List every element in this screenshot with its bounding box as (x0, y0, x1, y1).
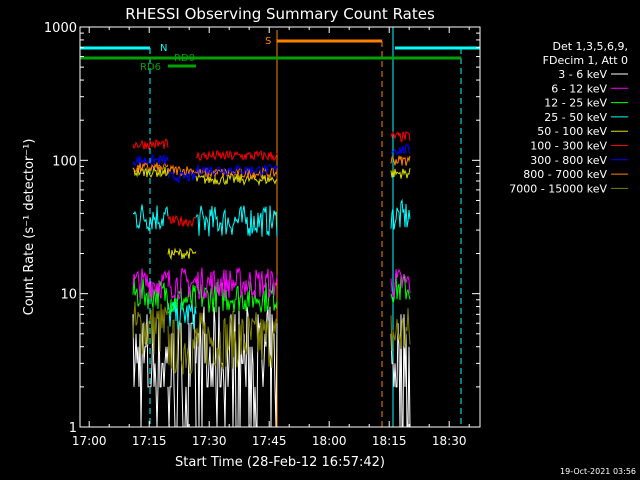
series-6-segment-0 (132, 154, 169, 167)
series-3-segment-0 (132, 204, 169, 231)
series-6-segment-1 (167, 170, 197, 184)
series-8-segment-2 (195, 310, 278, 370)
series-1-segment-2 (195, 266, 278, 300)
legend-label-6: 300 - 800 keV (530, 154, 607, 167)
y-axis-ticks: 1 10 100 1000 (44, 21, 480, 436)
series-0-segment-3 (390, 314, 411, 428)
x-tick-label-6: 18:30 (432, 434, 467, 448)
series-6-segment-2 (195, 163, 278, 176)
series-6-segment-3 (390, 143, 411, 156)
series-5-segment-1 (167, 214, 196, 228)
chart-title: RHESSI Observing Summary Count Rates (125, 5, 435, 23)
series-5-segment-3 (390, 130, 411, 143)
series-0-segment-0 (132, 314, 169, 428)
x-axis-label: Start Time (28-Feb-12 16:57:42) (175, 455, 385, 470)
rd6-label: RD6 (140, 62, 161, 73)
series-8-segment-1 (167, 319, 197, 375)
y-tick-label-2: 100 (52, 154, 77, 169)
x-tick-label-4: 18:00 (312, 434, 347, 448)
series-4-segment-3 (390, 168, 411, 179)
legend-label-1: 6 - 12 keV (551, 82, 607, 95)
legend-label-0: 3 - 6 keV (558, 68, 607, 81)
legend-header-line-1: Det 1,3,5,6,9, (552, 40, 628, 53)
series-5-segment-0 (132, 138, 169, 150)
x-tick-label-3: 17:45 (252, 434, 287, 448)
legend: Det 1,3,5,6,9, FDecim 1, Att 0 3 - 6 keV… (509, 40, 628, 195)
legend-label-7: 800 - 7000 keV (523, 168, 607, 181)
x-axis-ticks: 17:00 17:15 17:30 17:45 18:00 18:15 18:30 (72, 27, 470, 448)
series-7-segment-1 (167, 164, 197, 177)
legend-label-4: 50 - 100 keV (537, 125, 607, 138)
legend-label-2: 12 - 25 keV (544, 97, 607, 110)
series-3-segment-2 (195, 205, 278, 237)
series-4-segment-2 (195, 173, 278, 187)
series-1-segment-3 (390, 268, 411, 298)
series-7-segment-0 (132, 161, 169, 174)
legend-header-line-2: FDecim 1, Att 0 (543, 54, 628, 67)
plot-frame (79, 26, 481, 428)
series-8-segment-3 (390, 308, 411, 352)
night-label: N (160, 43, 167, 54)
series-1-segment-0 (132, 268, 169, 300)
legend-label-3: 25 - 50 keV (544, 111, 607, 124)
series-4-segment-1 (167, 247, 197, 261)
y-tick-label-1: 10 (60, 288, 77, 303)
series-8-segment-0 (132, 301, 169, 356)
x-tick-label-1: 17:15 (132, 434, 167, 448)
x-tick-label-2: 17:30 (192, 434, 227, 448)
series-2-segment-1 (167, 284, 197, 316)
series-2-segment-3 (390, 273, 411, 304)
plot-area: N S RD0 RD6 (79, 27, 480, 428)
series-7-segment-3 (390, 155, 411, 166)
y-tick-label-3: 1000 (44, 21, 77, 36)
series-5-segment-2 (195, 149, 278, 162)
timestamp: 19-Oct-2021 03:56 (560, 467, 636, 476)
legend-label-5: 100 - 300 keV (530, 140, 607, 153)
saa-label: S (265, 36, 271, 47)
legend-label-8: 7000 - 15000 keV (509, 182, 607, 195)
series-4-segment-0 (132, 166, 169, 178)
x-tick-label-5: 18:15 (372, 434, 407, 448)
series-3-segment-3 (390, 198, 411, 230)
x-tick-label-0: 17:00 (72, 434, 107, 448)
y-tick-label-0: 1 (69, 421, 77, 436)
series-1-segment-1 (167, 267, 197, 301)
rd0-label: RD0 (174, 53, 195, 64)
y-axis-label: Count Rate (s⁻¹ detector⁻¹) (22, 139, 37, 316)
